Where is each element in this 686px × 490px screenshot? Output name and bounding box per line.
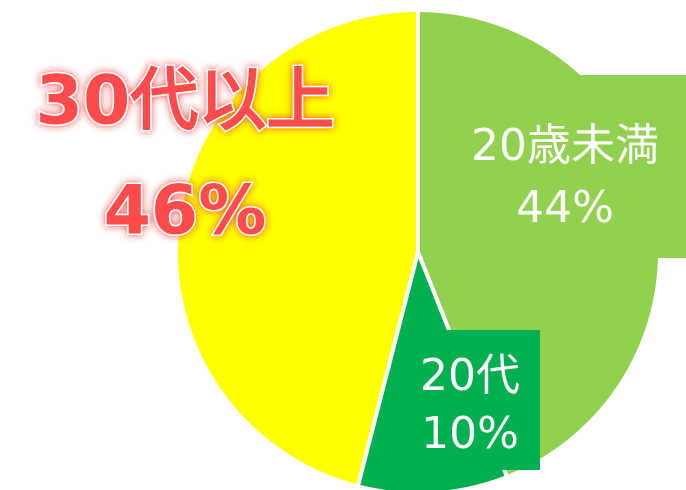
category-label: 20代 (420, 350, 520, 401)
value-label: 10% (421, 408, 519, 459)
value-label: 44% (516, 182, 614, 233)
chart: 20歳未満 44% 20代 10% 30代以上 46% (0, 0, 686, 490)
value-label: 46% (104, 172, 267, 251)
category-label: 20歳未満 (471, 120, 659, 171)
category-label: 30代以上 (36, 62, 335, 141)
